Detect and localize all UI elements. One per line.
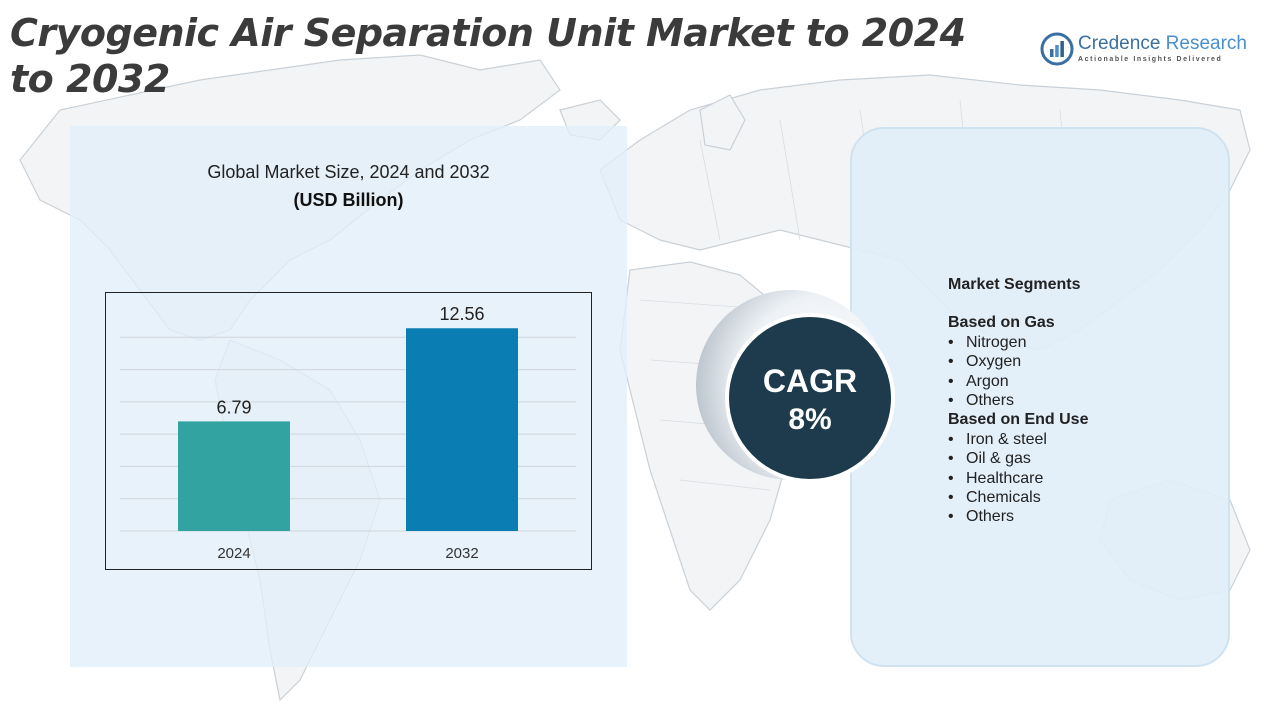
bar-chart-frame: 6.79 2024 12.56 2032 — [105, 292, 592, 570]
cagr-value: 8% — [788, 403, 832, 436]
market-segments-panel: Market Segments Based on Gas Nitrogen Ox… — [850, 127, 1230, 667]
segment-item: Chemicals — [948, 488, 1218, 508]
bar-2024 — [178, 421, 290, 531]
bar-chart: 6.79 2024 12.56 2032 — [120, 304, 576, 562]
segment-list-gas: Nitrogen Oxygen Argon Others — [948, 333, 1218, 411]
segments-heading: Market Segments — [948, 276, 1081, 293]
chart-title: Global Market Size, 2024 and 2032 — [207, 162, 490, 182]
segment-list-end-use: Iron & steel Oil & gas Healthcare Chemic… — [948, 430, 1218, 527]
logo-mark-icon — [1040, 32, 1074, 66]
chart-subtitle: (USD Billion) — [293, 190, 404, 210]
segment-item: Others — [948, 507, 1218, 527]
segment-item: Oxygen — [948, 352, 1218, 372]
market-size-panel: Global Market Size, 2024 and 2032 (USD B… — [70, 126, 627, 667]
logo-tagline: Actionable Insights Delivered — [1078, 56, 1223, 63]
market-segments-content: Market Segments Based on Gas Nitrogen Ox… — [948, 275, 1218, 527]
credence-research-logo: Credence Research Actionable Insights De… — [1040, 30, 1260, 70]
x-tick-label: 2032 — [445, 545, 478, 562]
logo-name-part2: Research — [1165, 33, 1247, 54]
segment-item: Nitrogen — [948, 333, 1218, 353]
segment-item: Others — [948, 391, 1218, 411]
cagr-label: CAGR — [762, 363, 858, 399]
x-tick-label: 2024 — [217, 545, 250, 562]
page-title: Cryogenic Air Separation Unit Market to … — [10, 11, 966, 101]
logo-name-part1: Credence — [1078, 33, 1161, 54]
cagr-badge: CAGR 8% — [725, 313, 895, 483]
segment-group-title-end-use: Based on End Use — [948, 411, 1089, 429]
bar-data-label: 12.56 — [439, 304, 484, 324]
segment-item: Oil & gas — [948, 449, 1218, 469]
segment-item: Healthcare — [948, 469, 1218, 489]
logo-name: Credence Research — [1078, 33, 1247, 55]
segment-item: Argon — [948, 372, 1218, 392]
segment-item: Iron & steel — [948, 430, 1218, 450]
bar-2032 — [406, 328, 518, 531]
segment-group-title-gas: Based on Gas — [948, 314, 1055, 332]
bar-data-label: 6.79 — [216, 397, 251, 417]
